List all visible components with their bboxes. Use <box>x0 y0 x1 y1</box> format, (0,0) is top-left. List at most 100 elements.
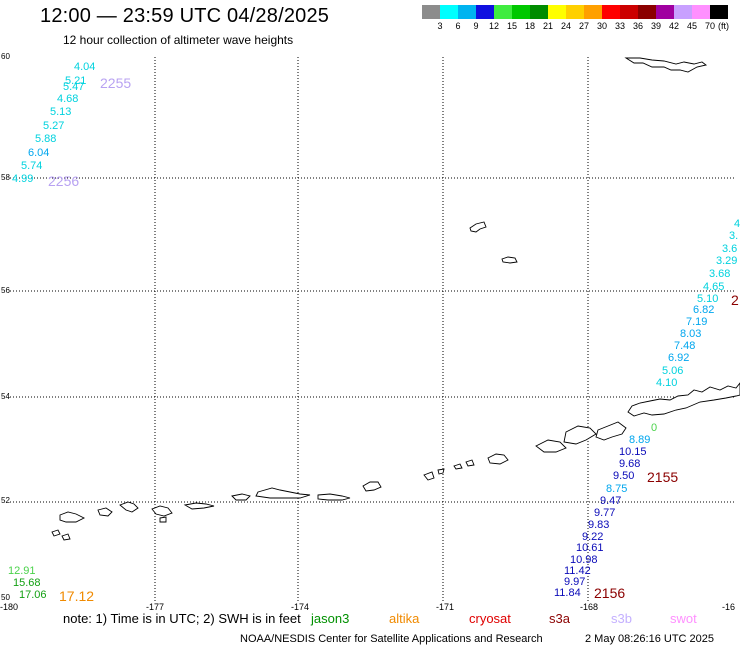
peninsula-outline <box>627 382 740 417</box>
pass-time-label: 2155 <box>647 469 679 485</box>
island-outline <box>59 511 86 523</box>
island-outline <box>624 57 708 73</box>
lat-tick-label: 54 <box>1 392 10 401</box>
wave-height-label: 6.04 <box>28 147 50 159</box>
wave-height-label: 10.15 <box>619 446 647 458</box>
wave-height-label: 5.27 <box>43 120 65 132</box>
wave-height-label: 4.04 <box>74 61 96 73</box>
legend-label: 42 <box>668 21 679 31</box>
island-outline <box>362 481 382 492</box>
lon-tick-label: -177 <box>145 602 164 612</box>
wave-height-label: 9.47 <box>600 495 622 507</box>
legend-label: 3 <box>437 21 443 31</box>
island-outline <box>97 507 113 517</box>
wave-height-label: 4.65 <box>703 281 725 293</box>
wave-height-label: 8.89 <box>629 434 651 446</box>
wave-height-label: 9.50 <box>613 470 635 482</box>
wave-height-label: 8.75 <box>606 483 628 495</box>
footer-note: note: 1) Time is in UTC; 2) SWH is in fe… <box>63 611 301 626</box>
lon-tick-label: -180 <box>0 602 19 612</box>
legend-swatch <box>674 5 692 19</box>
legend-label: 24 <box>560 21 571 31</box>
wave-height-label: 3. <box>729 230 739 242</box>
island-outline <box>317 493 351 501</box>
pass-time-label: 2256 <box>48 173 80 189</box>
wave-height-label: 3.29 <box>716 255 738 267</box>
island-outline <box>61 533 71 541</box>
legend-label: 27 <box>578 21 589 31</box>
island-outline <box>151 505 173 517</box>
legend-unit: (ft) <box>718 21 729 31</box>
wave-height-label: 10.98 <box>570 554 598 566</box>
island-outline <box>51 529 61 537</box>
wave-height-label: 9.83 <box>588 519 610 531</box>
legend-swatch <box>476 5 494 19</box>
lat-tick-label: 60 <box>1 52 10 61</box>
footer-credit: NOAA/NESDIS Center for Satellite Applica… <box>240 633 543 645</box>
lon-tick-label: -16 <box>722 602 736 612</box>
wave-height-label: 4.68 <box>57 93 79 105</box>
wave-height-label: 10.61 <box>576 542 604 554</box>
lon-tick-label: -168 <box>579 602 598 612</box>
legend-swatch <box>548 5 566 19</box>
legend-label: 21 <box>542 21 553 31</box>
wave-height-label: 0 <box>651 422 658 434</box>
legend-swatch <box>638 5 656 19</box>
legend-label: 45 <box>686 21 697 31</box>
legend-label: 36 <box>632 21 643 31</box>
legend-swatch <box>602 5 620 19</box>
island-outline <box>487 453 509 465</box>
island-outline <box>423 471 435 481</box>
island-outline <box>159 516 167 523</box>
graticule <box>10 57 735 603</box>
wave-height-label: 5.10 <box>697 293 719 305</box>
wave-height-label: 4.99 <box>12 173 34 185</box>
satellite-legend-cryosat: cryosat <box>469 611 511 626</box>
island-outline <box>535 439 567 453</box>
island-outline <box>465 459 475 467</box>
wave-height-label: 12.91 <box>8 565 36 577</box>
legend-swatch <box>620 5 638 19</box>
legend-swatch <box>692 5 710 19</box>
wave-height-label: 8.03 <box>680 328 702 340</box>
coastlines <box>51 57 740 541</box>
wave-height-label: 7.19 <box>686 316 708 328</box>
legend-label: 6 <box>455 21 461 31</box>
pass-time-label: 2156 <box>594 585 626 601</box>
wave-height-label: 11.42 <box>564 565 591 577</box>
wave-height-label: 5.47 <box>63 81 85 93</box>
wave-height-label: 11.84 <box>554 587 581 599</box>
island-outline <box>595 421 627 441</box>
wave-height-label: 5.21 <box>65 75 87 87</box>
legend-swatch <box>422 5 440 19</box>
legend-label: 70 <box>704 21 715 31</box>
lat-tick-label: 56 <box>1 286 10 295</box>
wave-height-label: 4 <box>734 218 740 230</box>
lon-tick-label: -171 <box>435 602 454 612</box>
wave-height-label: 9.22 <box>582 531 604 543</box>
legend-swatch <box>710 5 728 19</box>
legend-label: 30 <box>596 21 607 31</box>
wave-height-label: 5.06 <box>662 365 684 377</box>
wave-height-label: 4.10 <box>656 377 678 389</box>
legend-label: 12 <box>488 21 499 31</box>
island-outline <box>563 425 597 445</box>
wave-height-label: 3.6 <box>722 243 738 255</box>
island-outline <box>469 221 487 233</box>
legend-swatch <box>530 5 548 19</box>
wave-height-label: 5.13 <box>50 106 72 118</box>
legend-label: 39 <box>650 21 661 31</box>
page-title: 12:00 — 23:59 UTC 04/28/2025 <box>40 5 330 27</box>
island-outline <box>231 493 251 501</box>
satellite-legend-jason3: jason3 <box>311 611 350 626</box>
wave-height-label: 7.48 <box>674 340 696 352</box>
island-outline <box>183 502 215 510</box>
wave-height-label: 6.82 <box>693 304 715 316</box>
lat-tick-label: 52 <box>1 496 10 505</box>
wave-height-label: 9.97 <box>564 576 586 588</box>
wave-height-label: 5.74 <box>21 160 43 172</box>
legend-label: 18 <box>524 21 535 31</box>
wave-height-label: 17.06 <box>19 589 47 601</box>
